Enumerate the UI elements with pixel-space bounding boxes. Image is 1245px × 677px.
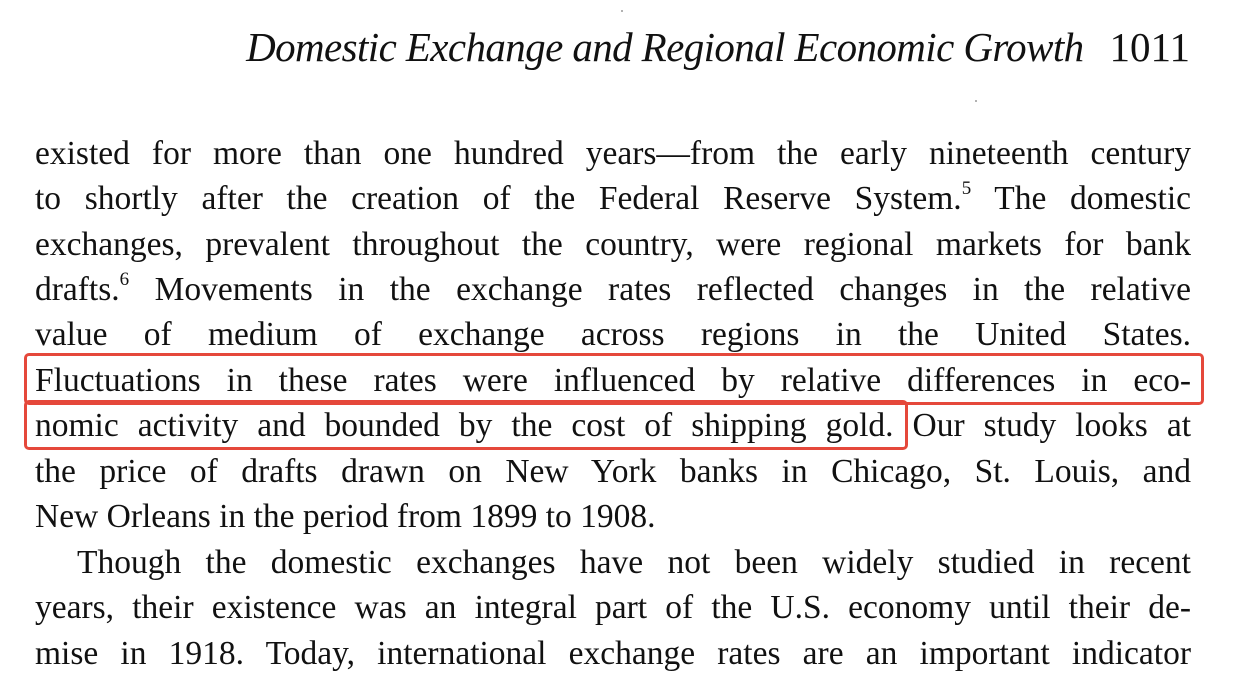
text-line: to shortly after the creation of the Fed…: [35, 178, 1191, 217]
text-line: the price of drafts drawn on New York ba…: [35, 453, 1191, 490]
text-line: mise in 1918. Today, international excha…: [35, 635, 1191, 672]
footnote-ref-5[interactable]: 5: [961, 178, 972, 199]
text-line: existed for more than one hundred years—…: [35, 135, 1191, 172]
highlighted-sentence-part: nomic activity and bounded by the cost o…: [35, 407, 894, 444]
text-line: value of medium of exchange across regio…: [35, 316, 1191, 353]
scan-speck: [621, 10, 623, 12]
footnote-ref-6[interactable]: 6: [119, 269, 130, 290]
text-line: exchanges, prevalent throughout the coun…: [35, 226, 1191, 263]
text-line: New Orleans in the period from 1899 to 1…: [35, 498, 656, 535]
scan-speck: [975, 100, 977, 102]
text-line: drafts.6 Movements in the exchange rates…: [35, 269, 1191, 308]
text-line: years, their existence was an integral p…: [35, 589, 1191, 626]
running-title: Domestic Exchange and Regional Economic …: [246, 24, 1084, 70]
highlighted-sentence-part: Fluctuations in these rates were influen…: [35, 362, 1191, 399]
text-line: Though the domestic exchanges have not b…: [77, 544, 1191, 581]
page-number: 1011: [1109, 24, 1190, 70]
running-header: Domestic Exchange and Regional Economic …: [246, 22, 1190, 72]
text-line: Fluctuations in these rates were influen…: [35, 358, 1191, 404]
text-line: nomic activity and bounded by the cost o…: [35, 407, 1191, 444]
